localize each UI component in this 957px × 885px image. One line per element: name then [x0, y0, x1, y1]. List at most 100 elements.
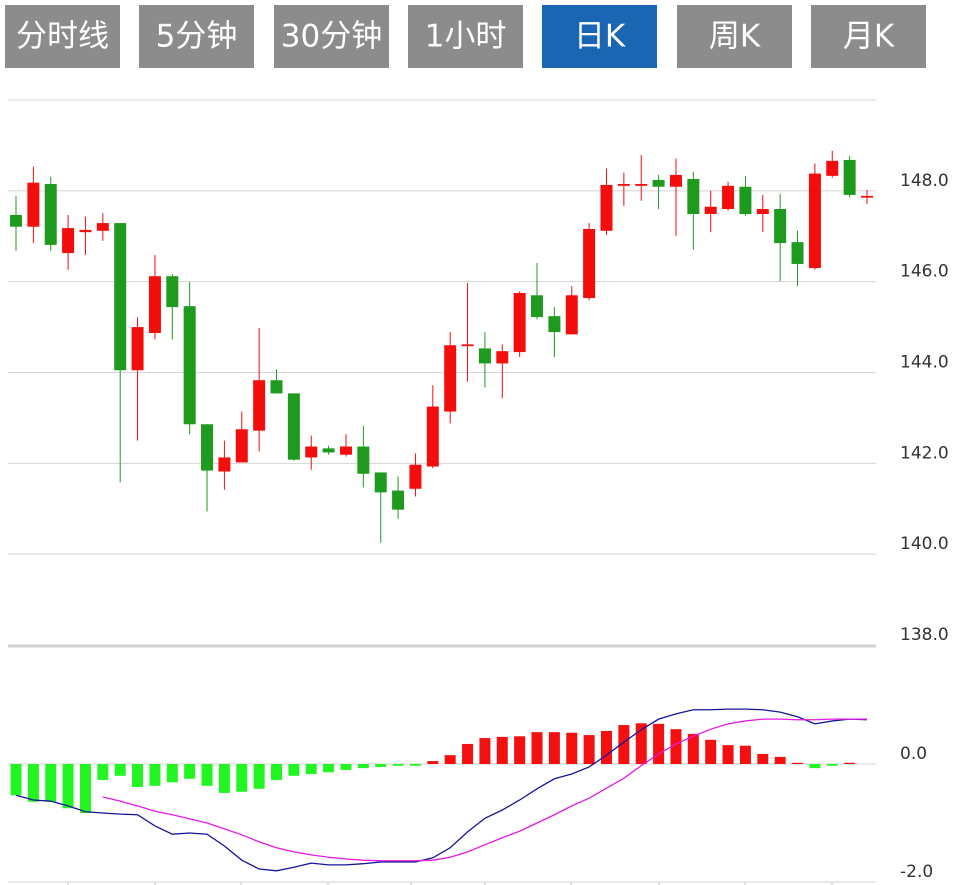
candle	[722, 181, 735, 211]
tab[interactable]: 5分钟	[139, 5, 254, 68]
candle	[218, 440, 231, 490]
candle	[808, 163, 821, 270]
tab-background[interactable]	[408, 5, 523, 68]
tab-background[interactable]	[139, 5, 254, 68]
candle	[166, 273, 179, 340]
candle-body	[791, 242, 804, 264]
candle-body	[131, 327, 144, 371]
tab-background[interactable]	[542, 5, 657, 68]
candle-body	[617, 184, 630, 186]
candle-body	[426, 406, 439, 467]
candle	[531, 263, 544, 320]
candle-body	[826, 160, 839, 176]
macd-bar	[79, 764, 91, 813]
candle	[426, 385, 439, 469]
candle	[774, 194, 787, 282]
tab-background[interactable]	[677, 5, 792, 68]
macd-bar	[271, 764, 283, 780]
tab[interactable]: 分时线	[5, 5, 120, 68]
macd-bar	[479, 738, 491, 764]
candle	[287, 393, 300, 461]
tab-label[interactable]: 分时线	[16, 19, 109, 55]
candle	[704, 190, 717, 233]
candle	[96, 213, 109, 241]
candle	[669, 158, 682, 236]
candle	[114, 223, 127, 483]
candle	[652, 174, 665, 209]
macd-bar	[809, 764, 821, 769]
candle-body	[722, 185, 735, 209]
candle-body	[287, 393, 300, 460]
macd-bar	[323, 764, 335, 773]
macd-bar	[253, 764, 265, 789]
candle	[235, 411, 248, 463]
macd-bar	[739, 745, 751, 764]
candle-body	[218, 457, 231, 472]
macd-bar	[618, 725, 630, 764]
candle-body	[808, 173, 821, 269]
tab-background[interactable]	[5, 5, 120, 68]
candle-body	[305, 446, 318, 458]
tab-label[interactable]: 周K	[709, 19, 761, 55]
candle-body	[687, 179, 700, 214]
tab-label[interactable]: 日K	[574, 19, 626, 55]
tab-background[interactable]	[274, 5, 389, 68]
y-tick-label: 138.0	[900, 625, 949, 645]
candle	[253, 327, 266, 452]
candle	[270, 369, 283, 394]
tab[interactable]: 日K	[542, 5, 657, 68]
candle	[183, 282, 196, 435]
tab-label[interactable]: 30分钟	[281, 19, 382, 55]
candle-body	[843, 159, 856, 195]
macd-bar	[757, 753, 769, 764]
candle	[461, 283, 474, 382]
candle-body	[496, 351, 509, 364]
candle-body	[600, 184, 613, 231]
macd-bar	[792, 762, 804, 764]
macd-bar	[653, 723, 665, 764]
macd-bar	[375, 764, 387, 767]
candle-body	[201, 424, 214, 471]
macd-bar	[462, 743, 474, 764]
macd-bar	[236, 764, 248, 792]
candle	[739, 175, 752, 216]
candle	[583, 223, 596, 301]
tab[interactable]: 1小时	[408, 5, 523, 68]
macd-bar	[514, 736, 526, 764]
tab[interactable]: 周K	[677, 5, 792, 68]
candle	[392, 476, 405, 519]
tab-label[interactable]: 1小时	[425, 19, 507, 55]
y-tick-label: -2.0	[900, 862, 933, 882]
macd-bar	[184, 764, 196, 779]
candle-body	[861, 195, 873, 198]
candle	[513, 291, 526, 358]
tab-label[interactable]: 5分钟	[156, 19, 238, 55]
candle-body	[322, 448, 335, 453]
candle	[687, 171, 700, 250]
y-tick-label: 146.0	[900, 262, 949, 282]
candle	[374, 472, 387, 543]
candle	[409, 453, 422, 497]
macd-bar	[132, 764, 144, 788]
candle-body	[409, 464, 422, 489]
tab[interactable]: 月K	[811, 5, 926, 68]
candle-body	[652, 179, 665, 187]
candle	[62, 214, 75, 270]
tab-background[interactable]	[811, 5, 926, 68]
candle-body	[756, 209, 769, 214]
candle	[44, 176, 57, 251]
tab-label[interactable]: 月K	[843, 19, 895, 55]
macd-bar	[340, 764, 352, 770]
macd-bar	[114, 764, 126, 776]
candle	[791, 230, 804, 287]
candle-body	[739, 186, 752, 214]
macd-bar	[10, 764, 22, 796]
tab[interactable]: 30分钟	[274, 5, 389, 68]
candle	[861, 189, 873, 205]
y-tick-label: 140.0	[900, 534, 949, 554]
candle-body	[96, 223, 109, 231]
candle-body	[531, 295, 544, 318]
candle	[548, 307, 561, 358]
macd-bar	[409, 764, 421, 766]
